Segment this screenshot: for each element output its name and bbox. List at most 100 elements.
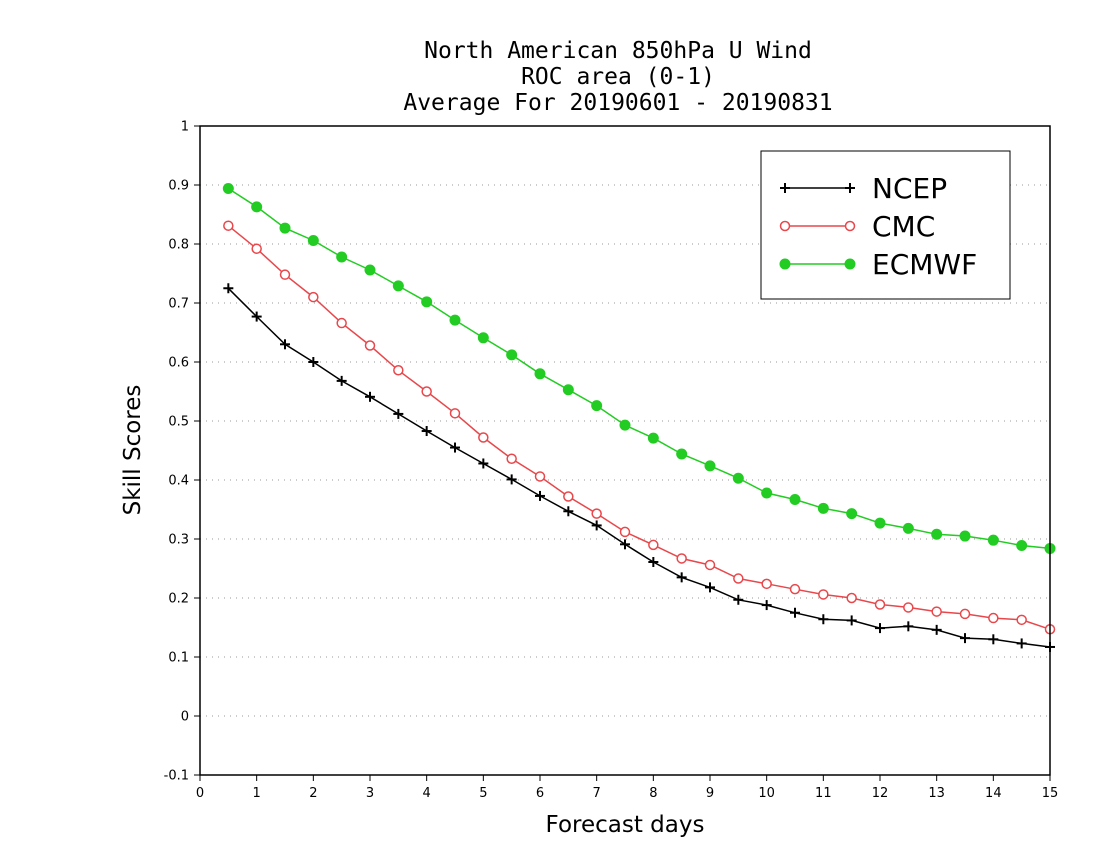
point-cmc [506, 453, 517, 465]
point-cmc [676, 553, 687, 564]
x-tick-label: 12 [872, 786, 889, 801]
y-tick-label: 0.2 [168, 592, 189, 607]
point-ncep [988, 634, 999, 645]
x-tick-label: 4 [423, 786, 431, 801]
point-cmc [761, 578, 772, 590]
y-tick-label: 0.6 [168, 356, 189, 371]
point-ecmwf [477, 332, 489, 344]
point-ecmwf [874, 517, 886, 529]
point-cmc [308, 291, 319, 303]
point-ecmwf [789, 493, 801, 505]
y-tick-label: 0.1 [168, 651, 189, 666]
point-ncep [846, 615, 857, 626]
point-ncep [421, 426, 432, 437]
point-cmc [421, 386, 432, 397]
point-ecmwf [307, 234, 319, 246]
y-tick-label: 0.4 [168, 474, 189, 489]
x-tick-label: 0 [196, 786, 204, 801]
legend-marker [844, 220, 856, 232]
point-ecmwf [676, 448, 688, 460]
legend-item-ecmwf: ECMWF [779, 248, 977, 281]
point-ncep [280, 339, 290, 350]
point-cmc [733, 573, 744, 584]
point-cmc [988, 612, 999, 624]
legend-label-ncep: NCEP [872, 172, 947, 205]
point-ncep [705, 582, 715, 593]
chart-title: North American 850hPa U Wind ROC area (0… [403, 38, 832, 116]
y-tick-label: 0.3 [168, 533, 189, 548]
series-cmc [223, 220, 1056, 635]
point-ecmwf [902, 522, 914, 534]
point-cmc [619, 526, 631, 538]
point-cmc [223, 220, 234, 231]
point-ncep [676, 572, 687, 583]
point-ncep [931, 624, 942, 635]
point-ecmwf [761, 487, 773, 499]
title-line-3: Average For 20190601 - 20190831 [403, 90, 832, 116]
y-tick-label: 1 [181, 120, 189, 135]
legend-label-ecmwf: ECMWF [872, 248, 977, 281]
point-ecmwf [421, 296, 433, 308]
x-tick-label: 11 [815, 786, 832, 801]
x-tick-label: 9 [706, 786, 714, 801]
point-ncep [620, 539, 630, 550]
series-ncep [223, 283, 1055, 652]
y-tick-label: 0.9 [168, 179, 189, 194]
point-cmc [279, 269, 291, 280]
point-ncep [478, 458, 489, 469]
point-ecmwf [846, 508, 858, 520]
y-axis: -0.1 0 0.1 0.2 0.3 0.4 0.5 0.6 0.7 0.8 0.9 1 [164, 120, 200, 784]
point-ecmwf [931, 528, 943, 540]
x-axis-title: Forecast days [546, 812, 705, 838]
point-ncep [563, 506, 574, 517]
point-ecmwf [562, 384, 574, 396]
point-ncep [535, 490, 545, 501]
point-cmc [931, 606, 942, 617]
x-tick-label: 15 [1042, 786, 1059, 801]
x-tick-label: 5 [479, 786, 487, 801]
y-axis-title: Skill Scores [120, 385, 146, 516]
x-tick-label: 8 [649, 786, 657, 801]
point-cmc [563, 491, 574, 502]
x-tick-label: 14 [985, 786, 1002, 801]
point-ecmwf [449, 314, 461, 326]
point-cmc [336, 317, 347, 329]
point-ecmwf [619, 419, 631, 431]
point-ecmwf [222, 183, 234, 195]
series-layer [222, 183, 1056, 652]
point-ecmwf [279, 222, 291, 234]
point-ncep [818, 614, 829, 625]
x-tick-label: 10 [758, 786, 775, 801]
point-ncep [960, 633, 970, 644]
point-ecmwf [987, 534, 999, 546]
series-ecmwf [222, 183, 1056, 554]
legend-item-ncep: NCEP [780, 172, 947, 205]
point-ncep [1016, 638, 1027, 649]
y-tick-label: -0.1 [164, 769, 189, 784]
title-line-1: North American 850hPa U Wind [424, 38, 812, 64]
legend-marker [779, 258, 791, 270]
y-tick-label: 0 [181, 710, 189, 725]
legend-marker [779, 220, 791, 232]
point-ecmwf [336, 251, 348, 263]
point-ecmwf [732, 472, 744, 484]
legend-marker [845, 183, 855, 193]
point-cmc [393, 365, 404, 376]
point-ecmwf [364, 264, 376, 276]
x-axis: 0 1 2 3 4 5 6 7 8 9 10 11 12 13 14 15 [196, 775, 1058, 801]
point-ncep [450, 442, 460, 453]
point-cmc [818, 589, 829, 600]
point-ncep [393, 408, 404, 419]
point-cmc [903, 602, 914, 613]
y-tick-label: 0.7 [168, 297, 189, 312]
point-ncep [648, 557, 659, 568]
point-cmc [251, 243, 262, 254]
legend-box [760, 150, 1011, 300]
point-ncep [251, 311, 262, 322]
point-ecmwf [817, 502, 829, 514]
point-cmc [959, 608, 971, 620]
point-ncep [903, 621, 914, 632]
point-ecmwf [506, 349, 518, 361]
